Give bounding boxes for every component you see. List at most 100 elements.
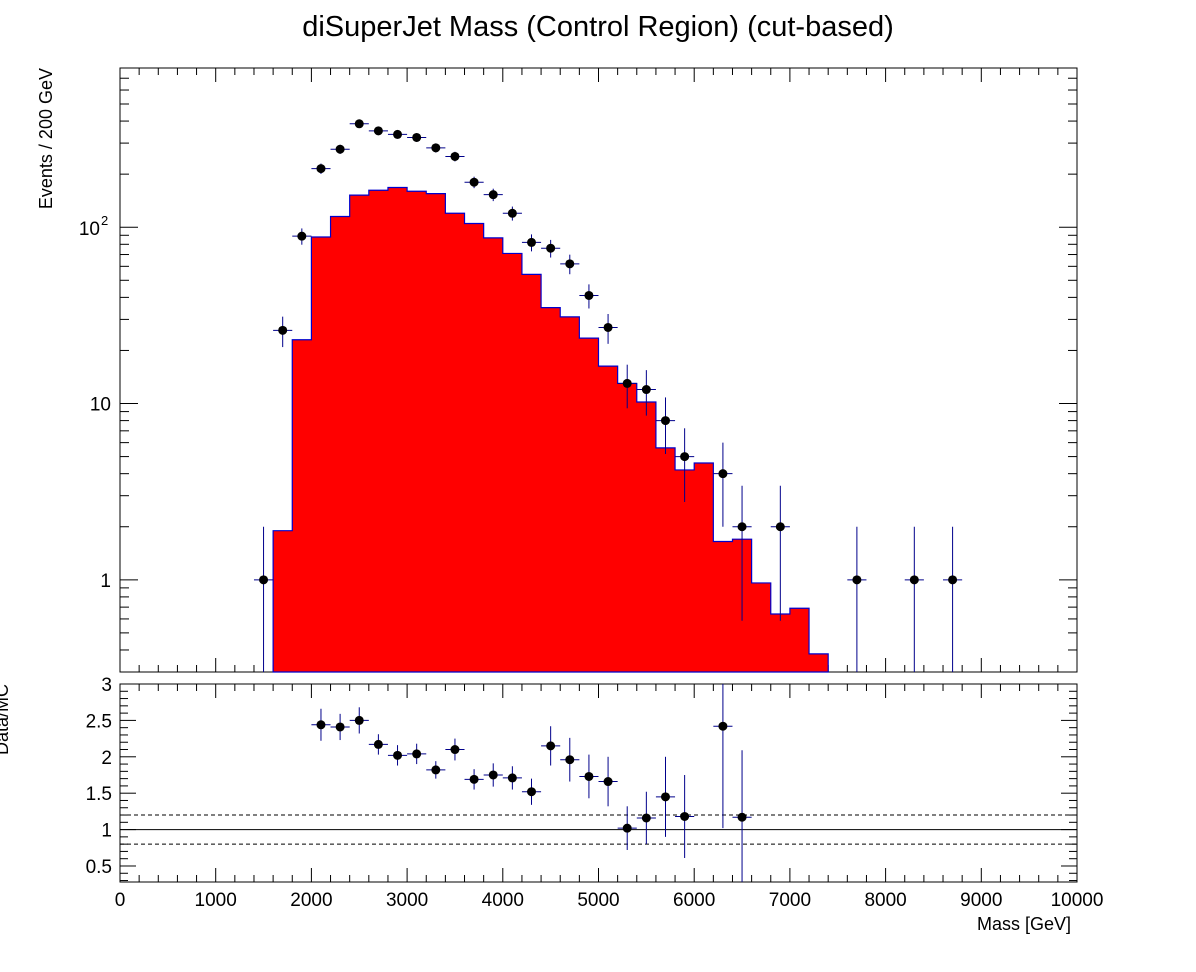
data-point bbox=[579, 284, 599, 309]
data-point-marker bbox=[488, 190, 498, 200]
x-tick-label: 4000 bbox=[482, 890, 524, 911]
data-point bbox=[636, 370, 656, 416]
data-point bbox=[368, 126, 388, 136]
data-point-marker bbox=[775, 522, 785, 532]
ratio-point bbox=[407, 743, 427, 765]
ratio-point-marker bbox=[507, 773, 517, 783]
ratio-point-marker bbox=[412, 749, 422, 759]
data-point-marker bbox=[948, 575, 958, 585]
ratio-point-marker bbox=[565, 755, 575, 765]
data-point bbox=[464, 176, 484, 189]
ratio-point-marker bbox=[737, 812, 747, 822]
data-point bbox=[713, 442, 733, 527]
ratio-point bbox=[598, 756, 618, 807]
data-point-marker bbox=[450, 151, 460, 161]
data-point-marker bbox=[527, 237, 537, 247]
data-point bbox=[598, 313, 618, 344]
ratio-point-marker bbox=[450, 745, 460, 755]
data-point-marker bbox=[584, 290, 594, 300]
ratio-point-marker bbox=[680, 811, 690, 821]
main-y-axis-label: Events / 200 GeV bbox=[36, 68, 56, 209]
data-point-marker bbox=[718, 469, 728, 479]
ratio-point-marker bbox=[622, 823, 632, 833]
x-tick-labels: 0 1000 2000 3000 4000 5000 6000 7000 8000 9000 100… bbox=[115, 890, 1104, 911]
data-point-marker bbox=[354, 119, 364, 129]
data-point-marker bbox=[316, 164, 326, 174]
x-tick-label: 3000 bbox=[386, 890, 428, 911]
data-point bbox=[349, 119, 369, 129]
x-tick-label: 2000 bbox=[290, 890, 332, 911]
data-point bbox=[904, 526, 924, 672]
data-point bbox=[445, 151, 465, 162]
data-point-marker bbox=[373, 126, 383, 136]
data-point bbox=[292, 228, 312, 245]
ratio-point-marker bbox=[527, 787, 537, 797]
main-y-tick-label-exponent: 2 bbox=[101, 213, 108, 228]
ratio-point-marker bbox=[584, 771, 594, 781]
data-point bbox=[541, 239, 561, 258]
data-point-marker bbox=[297, 231, 307, 241]
ratio-axis-ticks bbox=[119, 683, 1078, 882]
x-tick-label: 5000 bbox=[577, 890, 619, 911]
mc-histogram bbox=[272, 186, 829, 673]
ratio-point bbox=[368, 734, 388, 755]
ratio-y-tick-label: 0.5 bbox=[86, 857, 112, 878]
mc-histogram-area bbox=[272, 186, 829, 673]
data-point bbox=[426, 143, 446, 153]
ratio-point-marker bbox=[316, 720, 326, 730]
x-tick-label: 0 bbox=[115, 890, 126, 911]
x-tick-label: 8000 bbox=[864, 890, 906, 911]
ratio-y-axis-label: Data/MC bbox=[0, 684, 12, 755]
data-point-marker bbox=[565, 259, 575, 269]
ratio-point bbox=[349, 707, 369, 734]
data-point-marker bbox=[393, 129, 403, 139]
ratio-point-marker bbox=[469, 774, 479, 784]
ratio-point-marker bbox=[546, 741, 556, 751]
data-point-marker bbox=[680, 452, 690, 462]
data-point bbox=[675, 428, 695, 502]
x-tick-label: 1000 bbox=[195, 890, 237, 911]
chart-title: diSuperJet Mass (Control Region) (cut-ba… bbox=[302, 11, 894, 43]
data-point-marker bbox=[431, 143, 441, 153]
data-point bbox=[483, 188, 503, 202]
ratio-point bbox=[387, 745, 408, 766]
main-y-tick-label: 10 bbox=[90, 395, 111, 416]
ratio-plot-panel: 0.5 1 1.5 2 2.5 3 0 1000 2000 3000 4000 5000 6000 70… bbox=[0, 675, 1103, 934]
ratio-plot-frame bbox=[119, 683, 1078, 883]
data-point-marker bbox=[507, 208, 517, 218]
data-point-marker bbox=[412, 132, 422, 142]
ratio-point bbox=[675, 774, 695, 858]
data-point-marker bbox=[660, 416, 670, 426]
ratio-point bbox=[483, 763, 503, 787]
ratio-point-marker bbox=[373, 739, 383, 749]
ratio-point-marker bbox=[335, 722, 345, 732]
x-axis-label: Mass [GeV] bbox=[977, 914, 1071, 934]
data-point bbox=[407, 132, 427, 142]
data-point bbox=[732, 485, 752, 621]
ratio-point bbox=[655, 756, 676, 837]
data-point bbox=[943, 526, 963, 672]
data-point bbox=[770, 485, 790, 621]
data-point-marker bbox=[737, 522, 747, 532]
ratio-y-tick-label: 2 bbox=[101, 748, 112, 769]
ratio-point bbox=[713, 684, 733, 829]
data-point-marker bbox=[335, 144, 345, 154]
x-tick-label: 9000 bbox=[960, 890, 1002, 911]
ratio-y-tick-label: 3 bbox=[101, 675, 112, 696]
data-point bbox=[617, 364, 637, 409]
x-tick-label: 7000 bbox=[769, 890, 811, 911]
data-point-marker bbox=[641, 385, 651, 395]
ratio-point bbox=[560, 737, 580, 782]
ratio-y-tick-labels: 0.5 1 1.5 2 2.5 3 bbox=[86, 675, 112, 878]
ratio-point bbox=[541, 726, 561, 766]
ratio-points bbox=[311, 684, 752, 882]
data-point bbox=[387, 129, 408, 139]
ratio-point-marker bbox=[393, 750, 403, 760]
main-y-tick-label: 10 bbox=[79, 219, 100, 240]
data-point bbox=[847, 526, 867, 672]
main-y-tick-label: 1 bbox=[100, 571, 111, 592]
ratio-point bbox=[579, 754, 599, 799]
data-point bbox=[502, 206, 522, 221]
